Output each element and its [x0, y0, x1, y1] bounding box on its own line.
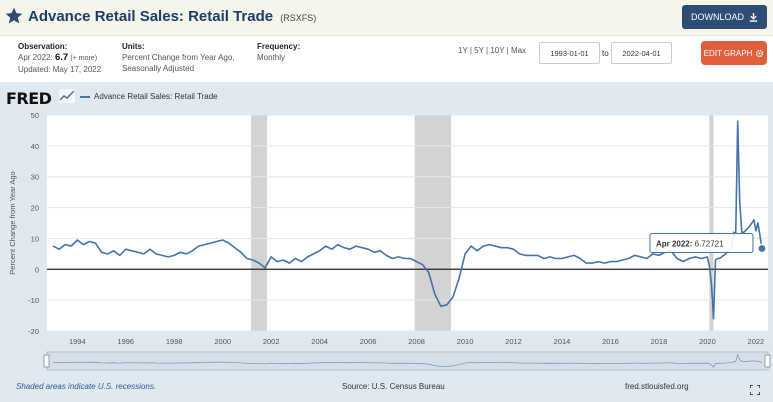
recession-band: [709, 115, 714, 331]
header-bar: Advance Retail Sales: Retail Trade (RSXF…: [0, 0, 773, 36]
y-tick-label: 0: [35, 265, 39, 274]
fred-graph-icon: [59, 89, 75, 103]
units-label: Units:: [122, 42, 145, 51]
y-tick-label: 40: [31, 142, 39, 151]
observation-value: 6.7: [54, 52, 69, 63]
y-tick-label: 20: [31, 204, 39, 213]
updated-date: Updated: May 17, 2022: [18, 65, 102, 74]
tooltip-value: 6.72721: [695, 240, 724, 249]
units-block: Units: Percent Change from Year Ago, Sea…: [122, 41, 235, 74]
y-tick-label: -20: [28, 327, 39, 336]
observation-block: Observation: Apr 2022: 6.7 (+ more) Upda…: [18, 41, 101, 75]
chart-svg[interactable]: -20 -10 0 10 20 30 40 50 1994 1996 1998 2000 2002 200…: [0, 82, 773, 379]
observation-date: Apr 2022:: [18, 53, 53, 62]
series-id: (RSXFS): [280, 13, 317, 23]
tooltip-text: Apr 2022: 6.72721: [656, 240, 724, 249]
end-date-input[interactable]: 2022-04-01: [611, 42, 672, 64]
observation-more-link[interactable]: (+ more): [70, 55, 98, 62]
navigator-handle-left: [43, 354, 50, 368]
frequency-value: Monthly: [257, 53, 286, 62]
units-line-1: Percent Change from Year Ago,: [122, 53, 235, 62]
y-axis-label: Percent Change from Year Ago: [8, 171, 17, 274]
page-title: Advance Retail Sales: Retail Trade (RSXF…: [28, 8, 316, 25]
x-tick-label: 2010: [457, 337, 474, 346]
tooltip-date: Apr 2022:: [656, 240, 695, 249]
download-button[interactable]: DOWNLOAD: [681, 5, 767, 29]
site-link[interactable]: fred.stlouisfed.org: [625, 382, 689, 391]
navigator-strip: [46, 351, 769, 371]
y-tick-label: -10: [28, 296, 39, 305]
x-tick-label: 1998: [166, 337, 183, 346]
edit-graph-label: EDIT GRAPH: [703, 48, 753, 58]
x-tick-label: 1996: [117, 337, 134, 346]
legend-swatch: [80, 95, 90, 98]
units-line-2: Seasonally Adjusted: [122, 64, 195, 73]
recession-band: [414, 115, 452, 331]
y-tick-label: 30: [31, 173, 39, 182]
x-tick-label: 2014: [554, 337, 571, 346]
observation-label: Observation:: [18, 42, 68, 51]
hover-point: [757, 243, 767, 254]
download-icon: [749, 12, 758, 22]
x-tick-label: 2000: [214, 337, 231, 346]
x-tick-label: 2016: [602, 337, 619, 346]
x-tick-label: 2022: [748, 337, 765, 346]
y-tick-label: 50: [31, 111, 39, 120]
chart-legend: Advance Retail Sales: Retail Trade: [80, 92, 218, 101]
tooltip-box: [649, 233, 754, 254]
legend-label: Advance Retail Sales: Retail Trade: [94, 92, 218, 101]
metadata-bar: Observation: Apr 2022: 6.7 (+ more) Upda…: [0, 36, 773, 82]
to-label: to: [602, 49, 609, 58]
frequency-block: Frequency: Monthly: [257, 41, 300, 63]
plot-area: [47, 115, 768, 331]
x-tick-label: 2018: [651, 337, 668, 346]
gear-icon: [756, 49, 764, 57]
chart-frame: FRED Advance Retail Sales: Retail Trade …: [0, 82, 773, 379]
source-text: Source: U.S. Census Bureau: [342, 382, 445, 391]
frequency-label: Frequency:: [257, 42, 301, 51]
x-tick-label: 2008: [408, 337, 425, 346]
star-icon[interactable]: [4, 6, 24, 26]
footer-bar: Shaded areas indicate U.S. recessions. S…: [0, 379, 773, 402]
recession-band: [251, 115, 268, 331]
series-title: Advance Retail Sales: Retail Trade: [28, 8, 274, 25]
y-tick-label: 10: [31, 234, 39, 243]
x-tick-label: 2002: [263, 337, 280, 346]
fred-logo[interactable]: FRED: [6, 89, 52, 108]
expand-icon[interactable]: [750, 385, 760, 395]
start-date-input[interactable]: 1993-01-01: [539, 42, 600, 64]
x-tick-label: 2020: [699, 337, 716, 346]
series-line: [52, 120, 763, 320]
download-label: DOWNLOAD: [690, 12, 744, 22]
recession-note: Shaded areas indicate U.S. recessions.: [16, 382, 157, 391]
range-selector[interactable]: 1Y | 5Y | 10Y | Max: [458, 46, 527, 55]
x-tick-label: 2012: [505, 337, 522, 346]
x-tick-label: 2004: [311, 337, 328, 346]
edit-graph-button[interactable]: EDIT GRAPH: [701, 41, 767, 65]
navigator-line: [53, 353, 763, 368]
observation-line: Apr 2022: 6.7 (+ more): [18, 52, 101, 64]
x-tick-label: 2006: [360, 337, 377, 346]
navigator-handle-right: [764, 354, 771, 368]
x-tick-label: 1994: [69, 337, 86, 346]
